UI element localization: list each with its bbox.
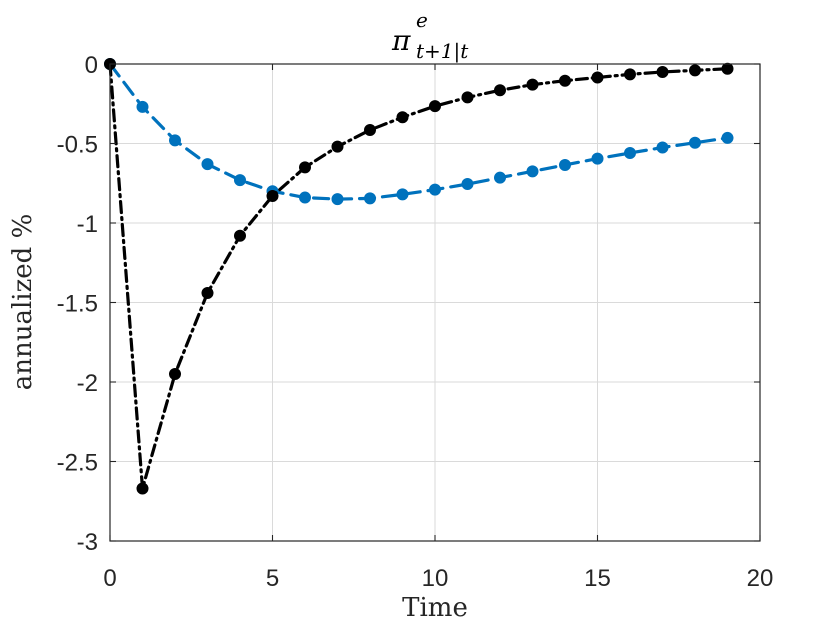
series-1-point-16 — [624, 147, 637, 160]
y-tick-label-2: -1 — [77, 211, 98, 238]
x-tick-label-4: 20 — [747, 565, 774, 592]
series-1-point-9 — [396, 188, 409, 201]
series-1-point-14 — [559, 158, 572, 171]
y-axis-title: annualized % — [8, 214, 38, 391]
series-2-point-5 — [266, 189, 279, 202]
series-1-point-8 — [363, 192, 376, 205]
x-tick-label-0: 0 — [103, 565, 116, 592]
x-tick-label-2: 10 — [422, 565, 449, 592]
chart-title-base: π — [391, 24, 411, 57]
series-2-point-10 — [428, 100, 441, 113]
series-1-point-10 — [428, 183, 441, 196]
x-tick-labels: 0 5 10 15 20 — [103, 565, 773, 592]
series-2-point-1 — [136, 482, 149, 495]
series-2-point-11 — [461, 91, 474, 104]
series-2-point-17 — [656, 65, 669, 78]
series-1-point-11 — [461, 178, 474, 191]
y-tick-label-0: 0 — [85, 52, 98, 79]
series-2-group — [104, 58, 734, 495]
series-2-point-16 — [624, 68, 637, 81]
y-tick-labels: 0 -0.5 -1 -1.5 -2 -2.5 -3 — [57, 52, 98, 556]
series-2-point-2 — [168, 368, 181, 381]
series-2-point-18 — [689, 64, 702, 77]
series-2-point-7 — [331, 140, 344, 153]
series-2-point-3 — [201, 286, 214, 299]
y-tick-label-6: -3 — [77, 529, 98, 556]
series-1-point-3 — [201, 158, 214, 171]
series-2-point-8 — [363, 123, 376, 136]
y-tick-label-4: -2 — [77, 370, 98, 397]
series-1-point-1 — [136, 100, 149, 113]
chart-title: π e t+1|t — [391, 8, 469, 64]
series-1-point-12 — [493, 171, 506, 184]
x-tick-label-1: 5 — [266, 565, 279, 592]
series-2-point-14 — [559, 74, 572, 87]
series-2-point-9 — [396, 111, 409, 124]
x-tick-label-3: 15 — [584, 565, 611, 592]
series-1-point-17 — [656, 141, 669, 154]
series-2-point-6 — [298, 161, 311, 174]
series-1-point-19 — [721, 131, 734, 144]
x-axis-title: Time — [402, 593, 468, 623]
series-1-point-2 — [168, 134, 181, 147]
series-2-point-15 — [591, 71, 604, 84]
series-1-point-6 — [298, 191, 311, 204]
series-1-point-13 — [526, 165, 539, 178]
y-tick-label-5: -2.5 — [57, 450, 98, 477]
series-1-point-7 — [331, 193, 344, 206]
chart-title-superscript: e — [416, 8, 428, 32]
series-1-point-18 — [689, 136, 702, 149]
series-2-point-12 — [493, 84, 506, 97]
series-2-point-13 — [526, 78, 539, 91]
chart-title-subscript: t+1|t — [416, 39, 469, 64]
series-2-point-4 — [233, 229, 246, 242]
series-1-point-4 — [233, 174, 246, 187]
y-tick-label-3: -1.5 — [57, 291, 98, 318]
axes-frame — [109, 63, 761, 542]
series-1-point-15 — [591, 152, 604, 165]
series-2-point-19 — [721, 62, 734, 75]
y-tick-label-1: -0.5 — [57, 132, 98, 159]
plot-series — [104, 58, 734, 495]
